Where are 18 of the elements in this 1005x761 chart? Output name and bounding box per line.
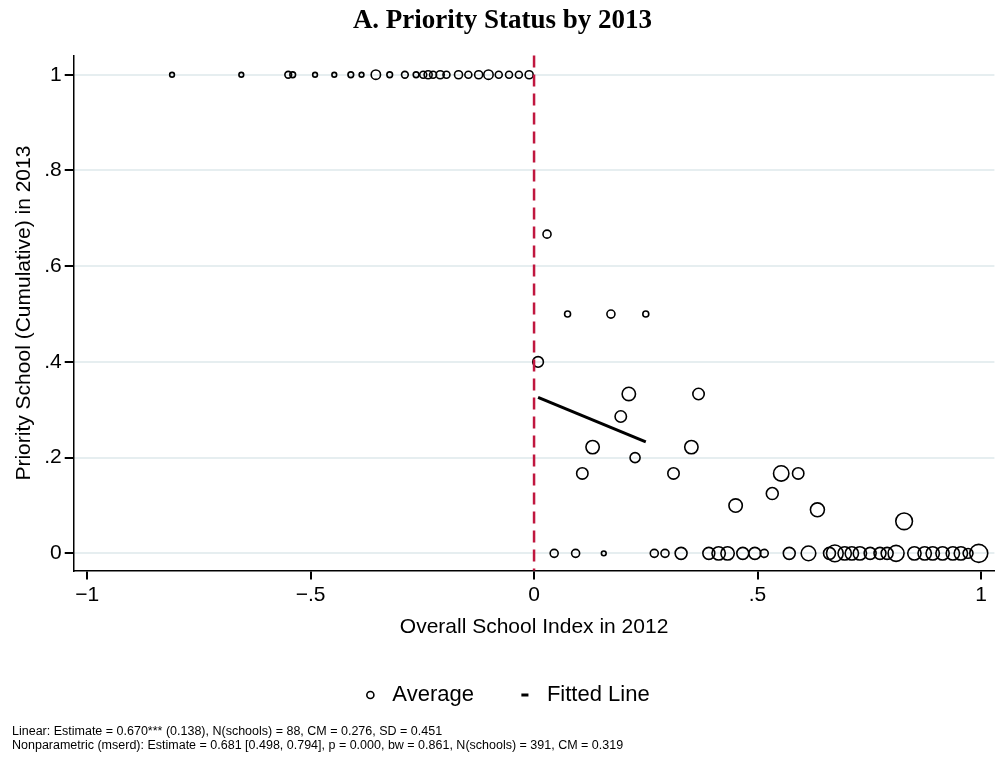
x-tick-label: −.5	[295, 582, 326, 605]
y-tick-label: .2	[44, 444, 62, 468]
y-tick-label: .6	[44, 252, 62, 276]
text: Nonparametric (mserd): Estimate = 0.681 [0.498, 0.794], p = 0.000, bw = 0.861, N(schools) = 391, CM = 0.319	[12, 738, 624, 752]
y-tick-label: .4	[44, 348, 63, 372]
text: Linear: Estimate = 0.670*** (0.138), N(schools) = 88, CM = 0.276, SD = 0.451	[12, 724, 444, 738]
chart-title: A. Priority Status by 2013	[351, 4, 654, 35]
y-tick-label: 0	[50, 540, 62, 564]
x-tick-label: .5	[748, 582, 767, 605]
x-tick-label: 0	[528, 582, 540, 605]
y-axis-title: Priority School (Cumulative) in 2013	[11, 145, 35, 481]
y-tick-label: 1	[50, 61, 62, 85]
legend-label: Fitted Line	[546, 681, 650, 707]
legend-label: Average	[392, 681, 474, 707]
x-axis-title: Overall School Index in 2012	[399, 614, 669, 638]
y-tick-label: .8	[44, 157, 62, 181]
x-tick-label: −1	[75, 582, 100, 605]
x-tick-label: 1	[975, 582, 987, 605]
